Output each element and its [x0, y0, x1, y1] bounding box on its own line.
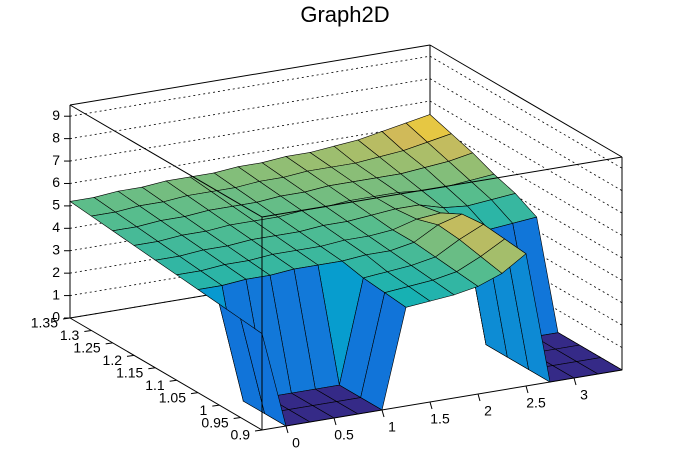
x-tick-label: 2	[484, 403, 492, 419]
y-tick	[62, 317, 71, 320]
y-tick	[148, 367, 156, 370]
z-tick-label: 4	[52, 219, 60, 235]
grid-line	[429, 145, 623, 259]
x-tick	[525, 385, 529, 394]
grid-line	[69, 100, 431, 162]
grid-line	[429, 55, 623, 169]
y-tick	[169, 379, 177, 382]
z-tick-label: 8	[52, 129, 60, 145]
z-tick-label: 6	[52, 174, 60, 190]
x-tick	[285, 425, 289, 434]
surface-cell	[240, 318, 287, 427]
x-tick-label: 2.5	[526, 395, 546, 411]
y-tick-label: 1.35	[31, 315, 58, 331]
y-tick-label: 1	[200, 402, 208, 418]
y-tick	[126, 354, 135, 357]
x-tick-label: 0.5	[334, 427, 354, 443]
y-tick-label: 1.1	[145, 377, 165, 393]
y-tick	[190, 392, 199, 395]
x-tick-label: 0	[292, 435, 300, 451]
y-tick-label: 1.2	[103, 352, 123, 368]
box-edge	[261, 369, 623, 431]
y-tick-label: 1.25	[73, 340, 100, 356]
box-edge	[69, 44, 431, 106]
y-tick	[105, 342, 113, 345]
z-tick-label: 2	[52, 264, 60, 280]
grid-line	[69, 235, 431, 296]
grid-line	[69, 212, 431, 274]
box-edge	[429, 44, 623, 158]
grid-line	[429, 78, 623, 191]
y-tick	[233, 417, 241, 420]
x-tick	[381, 409, 385, 418]
z-tick-label: 0	[52, 309, 60, 325]
grid-line	[69, 78, 431, 140]
y-tick-label: 0.9	[231, 427, 251, 443]
x-tick	[429, 401, 433, 410]
x-tick	[477, 393, 481, 402]
box-edge	[261, 156, 623, 218]
chart-title: Graph2D	[300, 2, 389, 27]
grid-line	[429, 100, 623, 214]
grid-line	[69, 257, 431, 319]
z-tick-label: 5	[52, 197, 60, 213]
x-tick	[573, 377, 577, 386]
x-tick-label: 1.5	[430, 411, 450, 427]
y-tick	[254, 429, 263, 432]
y-tick-label: 1.3	[60, 327, 80, 343]
box-edge	[69, 104, 263, 218]
y-tick-label: 1.05	[159, 389, 186, 405]
x-tick-label: 3	[580, 387, 588, 403]
grid-line	[69, 55, 431, 117]
x-tick-label: 1	[388, 419, 396, 435]
y-tick	[212, 404, 220, 407]
z-tick-label: 3	[52, 241, 60, 257]
y-tick-label: 0.95	[201, 414, 228, 430]
y-tick-label: 1.15	[116, 364, 143, 380]
y-tick	[84, 329, 92, 332]
z-tick-label: 7	[52, 152, 60, 168]
box-edge	[69, 317, 263, 431]
grid-line	[69, 123, 431, 184]
z-tick-label: 1	[52, 286, 60, 302]
x-tick	[333, 417, 337, 426]
z-tick-label: 9	[52, 107, 60, 123]
grid-line	[429, 123, 623, 236]
